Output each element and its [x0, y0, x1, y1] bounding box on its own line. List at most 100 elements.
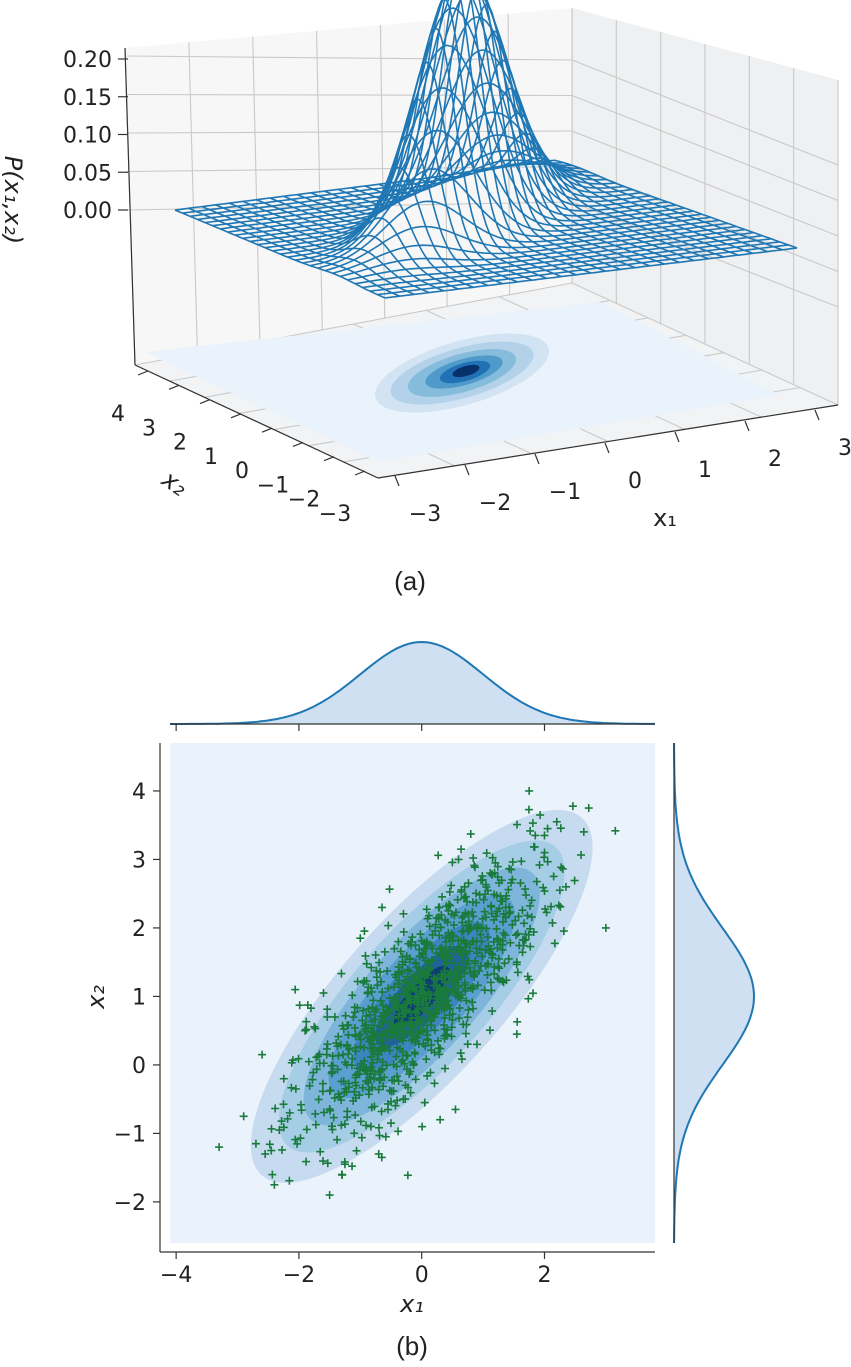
scatter-point: [423, 1071, 432, 1080]
x-axis-label-b: x₁: [399, 1290, 424, 1318]
scatter-point: [365, 1037, 374, 1046]
scatter-point: [384, 921, 393, 930]
scatter-point: [267, 1146, 276, 1155]
pane-gridline: [316, 30, 323, 330]
scatter-point: [552, 817, 561, 826]
scatter-point: [494, 935, 503, 944]
scatter-point: [461, 943, 470, 952]
x-tick-label: 0: [628, 469, 642, 494]
scatter-point: [363, 989, 372, 998]
scatter-point: [444, 900, 453, 909]
scatter-point: [291, 1135, 300, 1144]
scatter-point: [520, 919, 529, 928]
scatter-point: [447, 881, 456, 890]
scatter-point: [513, 1017, 522, 1026]
scatter-point: [466, 829, 475, 838]
scatter-point: [404, 983, 413, 992]
wireframe-line: [541, 160, 783, 251]
scatter-point: [373, 1055, 382, 1064]
scatter-point: [454, 855, 463, 864]
scatter-point: [480, 907, 489, 916]
scatter-point: [251, 1139, 260, 1148]
scatter-point: [359, 978, 368, 987]
wireframe-line: [369, 241, 780, 292]
z-tick-label: 0.00: [63, 199, 112, 224]
scatter-point: [456, 1049, 465, 1058]
scatter-point: [304, 1057, 313, 1066]
scatter-point: [516, 879, 525, 888]
x-tick-label: 3: [838, 436, 851, 461]
scatter-point: [491, 858, 500, 867]
wireframe-surface: [174, 0, 798, 299]
scatter-point: [359, 1006, 368, 1015]
scatter-point: [381, 1132, 390, 1141]
x-tick-label-b: −4: [160, 1263, 192, 1288]
scatter-point: [267, 1124, 276, 1133]
scatter-point: [460, 894, 469, 903]
y-tick-label-b: 2: [132, 917, 146, 942]
scatter-point: [408, 1057, 417, 1066]
scatter-point: [487, 870, 496, 879]
scatter-point: [521, 935, 530, 944]
scatter-point: [364, 1078, 373, 1087]
scatter-point: [410, 1048, 419, 1057]
scatter-point: [327, 1069, 336, 1078]
scatter-point: [485, 1026, 494, 1035]
scatter-point: [391, 1101, 400, 1110]
scatter-point: [344, 1083, 353, 1092]
scatter-point: [405, 954, 414, 963]
scatter-point: [543, 824, 552, 833]
scatter-point: [473, 949, 482, 958]
pane-gridline: [252, 36, 261, 342]
x-tick-label-b: 2: [537, 1263, 551, 1288]
scatter-point: [325, 1191, 334, 1200]
scatter-point: [463, 927, 472, 936]
scatter-point: [404, 992, 413, 1001]
scatter-point: [501, 903, 510, 912]
scatter-point: [380, 947, 389, 956]
scatter-point: [521, 891, 530, 900]
top-marginal-line: [170, 640, 655, 725]
scatter-point: [429, 981, 438, 990]
scatter-point: [401, 1008, 410, 1017]
scatter-point: [463, 1040, 472, 1049]
scatter-point: [540, 887, 549, 896]
scatter-point: [415, 952, 424, 961]
wireframe-line: [378, 0, 606, 272]
scatter-point: [475, 966, 484, 975]
y-tick: [168, 384, 180, 390]
scatter-point: [367, 1053, 376, 1062]
scatter-point: [494, 962, 503, 971]
scatter-point: [343, 1113, 352, 1122]
scatter-point: [353, 1003, 362, 1012]
scatter-point: [385, 1086, 394, 1095]
scatter-point: [391, 970, 400, 979]
scatter-point: [155, 1327, 163, 1335]
scatter-point: [440, 946, 449, 955]
scatter-point: [387, 1119, 396, 1128]
scatter-point: [399, 1036, 408, 1045]
scatter-point: [532, 877, 541, 886]
scatter-point: [287, 1083, 296, 1092]
scatter-point: [406, 998, 415, 1007]
scatter-point: [268, 1170, 277, 1179]
scatter-point: [423, 1003, 432, 1012]
scatter-point: [488, 1007, 497, 1016]
scatter-point: [557, 863, 566, 872]
scatter-point: [348, 1162, 357, 1171]
scatter-point: [508, 875, 517, 884]
z-tick-label: 0.05: [63, 161, 112, 186]
scatter-point: [275, 1126, 284, 1135]
x-tick-label-b: 0: [415, 1263, 429, 1288]
scatter-point: [451, 1105, 460, 1114]
scatter-point: [435, 1050, 444, 1059]
scatter-point: [436, 923, 445, 932]
scatter-point: [287, 1058, 296, 1067]
pane-gridline: [126, 55, 573, 61]
x-tick: [744, 420, 750, 432]
scatter-point: [453, 973, 462, 982]
scatter-point: [393, 1096, 402, 1105]
scatter-point: [436, 949, 445, 958]
scatter-point: [351, 1111, 360, 1120]
wireframe-line: [347, 231, 754, 281]
